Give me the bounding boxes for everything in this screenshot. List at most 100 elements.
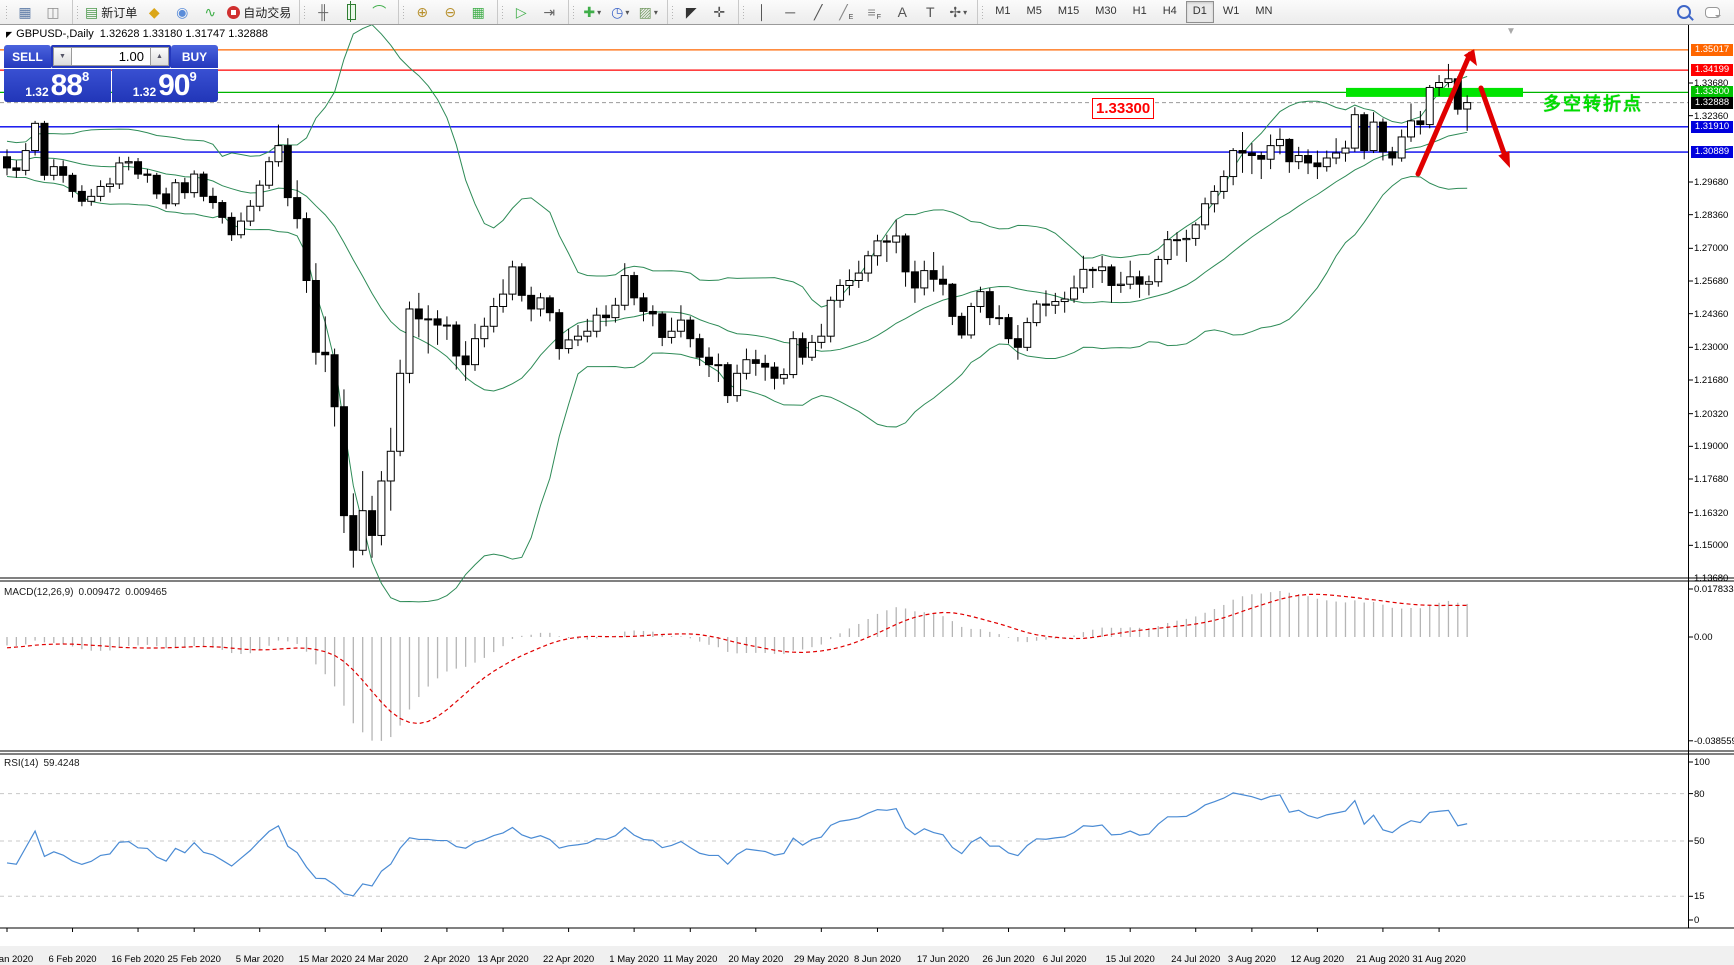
trendline-icon[interactable]: ╱ <box>804 1 832 23</box>
text-label-icon[interactable]: T <box>916 1 944 23</box>
indicators-icon-caret: ▾ <box>597 7 602 17</box>
buy-price-point: 9 <box>189 69 197 84</box>
price-axis-chip: 1.34199 <box>1691 64 1733 77</box>
chat-icon[interactable] <box>1698 1 1726 23</box>
timeframe-m1[interactable]: M1 <box>995 5 1011 17</box>
volume-decrease-button[interactable]: ▼ <box>53 47 72 66</box>
autoscroll-icon[interactable]: ▷ <box>507 1 535 23</box>
axis-tick-label: 1.19000 <box>1694 441 1729 453</box>
cursor-icon: ◤ <box>685 4 697 20</box>
zoom-out-icon[interactable]: ⊖ <box>436 1 464 23</box>
profiles-icon[interactable]: ◫ <box>39 1 67 23</box>
sell-button[interactable]: SELL <box>4 45 51 68</box>
buy-price-button[interactable]: 1.32 90 9 <box>111 69 218 102</box>
search-icon <box>1677 5 1691 19</box>
axis-tick-label: 1.16320 <box>1694 507 1729 519</box>
periods-icon-caret: ▾ <box>625 7 630 17</box>
timeframe-m5[interactable]: M5 <box>1026 5 1042 17</box>
axis-tick-label: 1.27000 <box>1694 243 1729 255</box>
new-chart-icon[interactable]: ▦ <box>11 1 39 23</box>
price-axis-chip: 1.32888 <box>1691 96 1733 109</box>
text-icon[interactable]: A <box>888 1 916 23</box>
history-center-icon: ◆ <box>148 4 160 20</box>
signals-icon[interactable]: ∿ <box>196 1 224 23</box>
vertical-line-icon[interactable]: │ <box>748 1 776 23</box>
axis-tick-label: 1.29680 <box>1694 177 1729 188</box>
axis-tick-label: 0 <box>1694 915 1700 926</box>
axis-tick-label: 1.24360 <box>1694 308 1729 320</box>
ohlc-bars-icon[interactable]: ╫ <box>309 1 337 23</box>
zoom-in-icon[interactable]: ⊕ <box>408 1 436 23</box>
axis-tick-label: 15 <box>1694 891 1705 903</box>
tile-windows-icon: ▦ <box>471 4 485 20</box>
sell-price-point: 8 <box>82 69 90 84</box>
fibonacci-icon[interactable]: ≡ F <box>860 1 888 23</box>
timeframe-m15[interactable]: M15 <box>1057 5 1080 17</box>
templates-icon[interactable]: ▨ ▾ <box>634 1 662 23</box>
sell-price-button[interactable]: 1.32 88 8 <box>4 69 111 102</box>
community-icon[interactable]: ◉ <box>168 1 196 23</box>
chart-shift-icon[interactable]: ⇥ <box>535 1 563 23</box>
axis-tick-label: 0.00 <box>1694 632 1713 643</box>
rsi-name: RSI(14) <box>4 758 39 769</box>
volume-increase-button[interactable]: ▲ <box>150 47 169 66</box>
horizontal-line-icon[interactable]: ─ <box>776 1 804 23</box>
rsi-value: 59.4248 <box>43 758 80 769</box>
axis-tick-label: 0.017833 <box>1694 583 1734 595</box>
periods-icon[interactable]: ◷ ▾ <box>606 1 634 23</box>
search-icon[interactable] <box>1670 1 1698 23</box>
buy-button[interactable]: BUY <box>171 45 218 68</box>
equidistant-channel-icon-sub: E <box>848 14 854 21</box>
profiles-icon: ◫ <box>46 4 60 20</box>
zoom-in-icon: ⊕ <box>416 4 429 20</box>
toolbar-group: ⊕ ⊖ ▦ <box>398 0 495 24</box>
toolbar-right <box>1670 1 1732 23</box>
chart-symbol-period: GBPUSD-,Daily <box>16 28 94 40</box>
history-center-icon[interactable]: ◆ <box>140 1 168 23</box>
chart-window: ◤ GBPUSD-,Daily 1.32628 1.33180 1.31747 1.… <box>0 24 1734 965</box>
timeframe-h1[interactable]: H1 <box>1132 5 1147 17</box>
toolbar-group: ▤ 新订单 ◆ ◉ ∿ 自动交易 <box>72 0 297 24</box>
autotrading-icon[interactable]: 自动交易 <box>224 1 294 23</box>
price-axis-chip: 1.31910 <box>1691 120 1733 133</box>
cursor-icon[interactable]: ◤ <box>677 1 705 23</box>
toolbar: ▦ ◫ ▤ 新订单 ◆ ◉ ∿ 自动交易 ╫ ⌒ ⊕ ⊖ ▦ ▷ ⇥ ✚ ▾ ◷ ▾ ▨ ▾ ◤ ✛ │ ─ ╱ ╱ E ≡ F A T ✢ ▾ M… <box>0 0 1734 25</box>
volume-input[interactable]: 1.00 <box>72 47 150 66</box>
new-order-icon: ▤ <box>85 4 99 20</box>
fibonacci-icon-sub: F <box>876 14 881 21</box>
axis-tick-label: 1.23000 <box>1694 342 1729 354</box>
equidistant-channel-icon: ╱ <box>839 4 848 20</box>
chart-canvas[interactable] <box>0 24 1734 946</box>
vertical-line-icon: │ <box>757 4 767 20</box>
volume-field-wrap: ▼ 1.00 ▲ <box>51 45 171 68</box>
timeframe-w1[interactable]: W1 <box>1222 5 1240 17</box>
templates-icon: ▨ <box>638 4 652 20</box>
macd-name: MACD(12,26,9) <box>4 587 74 598</box>
candlestick-chart-icon[interactable] <box>337 1 365 23</box>
timeframe-m30[interactable]: M30 <box>1095 5 1117 17</box>
tile-windows-icon[interactable]: ▦ <box>464 1 492 23</box>
trendline-icon: ╱ <box>814 4 823 20</box>
axis-tick-label: 100 <box>1694 757 1710 768</box>
shapes-icon[interactable]: ✢ ▾ <box>944 1 972 23</box>
new-order-icon[interactable]: ▤ 新订单 <box>82 1 140 23</box>
timeframe-h4[interactable]: H4 <box>1162 5 1177 17</box>
macd-main-value: 0.009472 <box>78 587 121 598</box>
indicators-icon: ✚ <box>583 4 596 20</box>
chart-shift-marker[interactable]: ▼ <box>1506 26 1516 37</box>
toolbar-group: ▷ ⇥ <box>497 0 566 24</box>
one-click-trading-panel: SELL ▼ 1.00 ▲ BUY 1.32 88 8 1.32 90 9 <box>4 45 218 102</box>
fibonacci-icon: ≡ <box>867 4 876 20</box>
timeframe-d1[interactable]: D1 <box>1185 1 1214 23</box>
autotrading-icon-label: 自动交易 <box>243 5 292 20</box>
chart-menu-icon[interactable]: ◤ <box>6 30 13 39</box>
indicators-icon[interactable]: ✚ ▾ <box>578 1 606 23</box>
toolbar-group: ◤ ✛ <box>667 0 736 24</box>
equidistant-channel-icon[interactable]: ╱ E <box>832 1 860 23</box>
crosshair-icon[interactable]: ✛ <box>705 1 733 23</box>
timeframe-mn[interactable]: MN <box>1255 5 1273 17</box>
new-chart-icon: ▦ <box>18 4 32 20</box>
zoom-out-icon: ⊖ <box>444 4 457 20</box>
line-chart-icon[interactable]: ⌒ <box>365 1 393 23</box>
toolbar-group: │ ─ ╱ ╱ E ≡ F A T ✢ ▾ <box>738 0 975 24</box>
